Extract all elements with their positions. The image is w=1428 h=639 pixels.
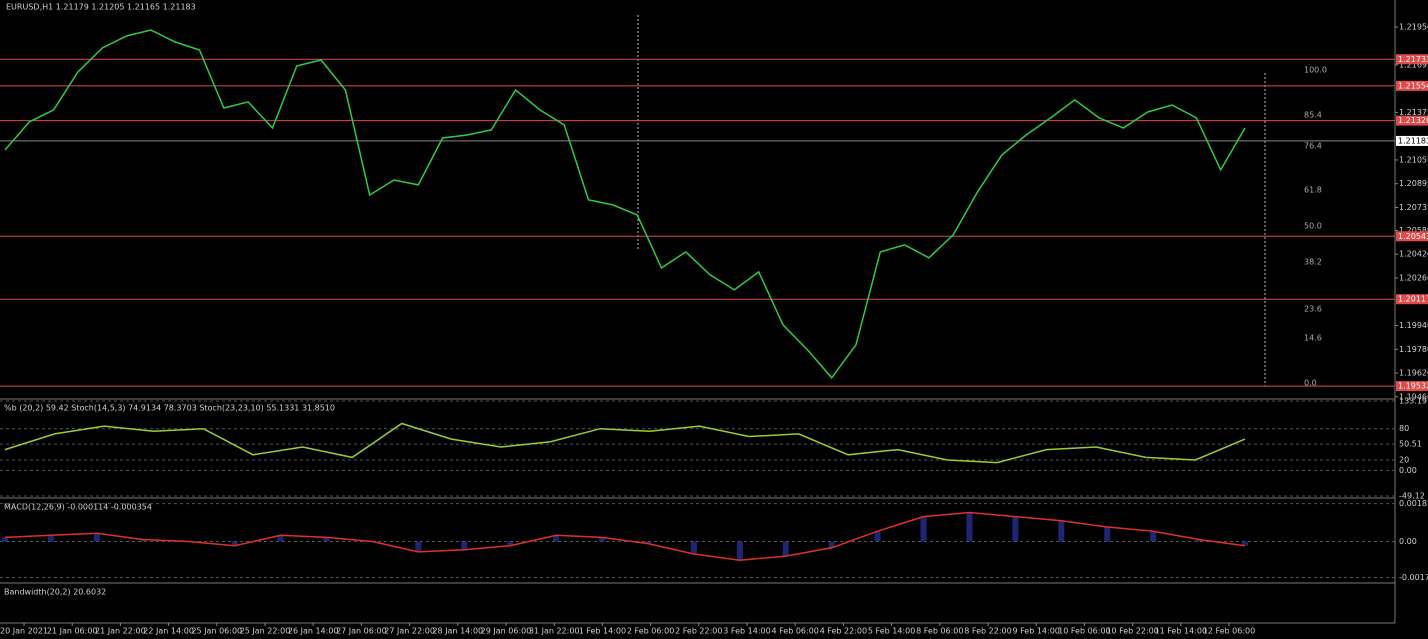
x-tick-label: 10 Feb 06:00 (1058, 627, 1110, 636)
y-tick-label: 1.20895 (1399, 179, 1428, 188)
level-tag (1396, 294, 1428, 305)
indicator-header: MACD(12,26,9) -0.000114 -0.000354 (4, 503, 152, 512)
x-tick-label: 5 Feb 14:00 (868, 627, 915, 636)
y-tick-label: 1.19620 (1399, 369, 1428, 378)
x-tick-label: 31 Jan 22:00 (529, 627, 580, 636)
y-tick-label: 1.21055 (1399, 155, 1428, 164)
x-tick-label: 8 Feb 22:00 (964, 627, 1011, 636)
x-tick-label: 25 Jan 06:00 (191, 627, 242, 636)
fib-label: 38.2 (1304, 258, 1322, 267)
level-tag (1396, 54, 1428, 65)
indicator-header: %b (20,2) 59.42 Stoch(14,5,3) 74.9134 78… (4, 404, 335, 413)
y-tick-label: 1.19940 (1399, 321, 1428, 330)
y-tick-label: 1.20420 (1399, 250, 1428, 259)
x-tick-label: 20 Jan 2021 (0, 627, 48, 636)
level-tag (1396, 80, 1428, 91)
x-tick-label: 2 Feb 22:00 (675, 627, 722, 636)
y-tick-label: 1.20735 (1399, 203, 1428, 212)
level-tag (1396, 231, 1428, 242)
price-line (4, 29, 1246, 380)
fib-label: 50.0 (1304, 222, 1322, 231)
x-tick-label: 22 Jan 14:00 (143, 627, 194, 636)
x-tick-label: 3 Feb 14:00 (723, 627, 770, 636)
indicator-tick-label: 0.00 (1399, 466, 1417, 475)
indicator-header: Bandwidth(20,2) 20.6032 (4, 588, 106, 597)
x-tick-label: 4 Feb 22:00 (820, 627, 867, 636)
x-tick-label: 29 Jan 06:00 (481, 627, 532, 636)
level-label: 1.21733 (1398, 55, 1428, 64)
indicator-tick-label: -0.001731 (1399, 573, 1428, 582)
y-tick-label: 1.20260 (1399, 274, 1428, 283)
indicator-line (4, 511, 1246, 561)
x-tick-label: 27 Jan 06:00 (336, 627, 387, 636)
x-tick-label: 26 Jan 14:00 (288, 627, 339, 636)
y-tick-label: 1.21695 (1399, 60, 1428, 69)
level-label: 1.20117 (1398, 295, 1428, 304)
x-tick-label: 25 Jan 22:00 (240, 627, 291, 636)
level-label: 1.21554 (1398, 81, 1428, 90)
x-tick-label: 8 Feb 06:00 (916, 627, 963, 636)
level-label: 1.20541 (1398, 232, 1428, 241)
current-price-label: 1.21183 (1398, 136, 1428, 145)
x-tick-label: 9 Feb 14:00 (1012, 627, 1059, 636)
level-label: 1.21320 (1398, 116, 1428, 125)
x-tick-label: 21 Jan 06:00 (47, 627, 98, 636)
indicator-tick-label: 80 (1399, 424, 1409, 433)
y-tick-label: 1.21950 (1399, 23, 1428, 32)
x-tick-label: 10 Feb 22:00 (1106, 627, 1158, 636)
x-tick-label: 1 Feb 14:00 (579, 627, 626, 636)
y-tick-label: 1.21375 (1399, 108, 1428, 117)
indicator-tick-label: 0.00 (1399, 537, 1417, 546)
x-tick-label: 21 Jan 22:00 (95, 627, 146, 636)
level-tag (1396, 381, 1428, 392)
fib-label: 100.0 (1304, 66, 1327, 75)
y-tick-label: 1.19460 (1399, 392, 1428, 401)
fib-label: 85.4 (1304, 111, 1322, 120)
x-tick-label: 2 Feb 06:00 (627, 627, 674, 636)
x-tick-label: 4 Feb 06:00 (771, 627, 818, 636)
indicator-tick-label: -49.12 (1399, 492, 1425, 501)
y-tick-label: 1.20580 (1399, 226, 1428, 235)
fib-label: 23.6 (1304, 305, 1322, 314)
x-tick-label: 12 Feb 06:00 (1203, 627, 1255, 636)
indicator-tick-label: 0.001828 (1399, 499, 1428, 508)
level-tag (1396, 115, 1428, 126)
x-tick-label: 11 Feb 14:00 (1155, 627, 1207, 636)
indicator-tick-label: 20 (1399, 455, 1409, 464)
current-price-tag (1396, 135, 1428, 146)
fib-label: 61.8 (1304, 186, 1322, 195)
y-tick-label: 1.19780 (1399, 345, 1428, 354)
indicator-tick-label: 133.19 (1399, 397, 1427, 406)
fib-label: 76.4 (1304, 142, 1322, 151)
chart-header: EURUSD,H1 1.21179 1.21205 1.21165 1.2118… (6, 3, 196, 12)
x-tick-label: 27 Jan 22:00 (384, 627, 435, 636)
indicator-tick-label: 50.51 (1399, 440, 1422, 449)
indicator-line (4, 422, 1246, 464)
fib-label: 14.6 (1304, 334, 1322, 343)
fib-label: 0.0 (1304, 379, 1317, 388)
level-label: 1.19532 (1398, 382, 1428, 391)
x-tick-label: 28 Jan 14:00 (432, 627, 483, 636)
